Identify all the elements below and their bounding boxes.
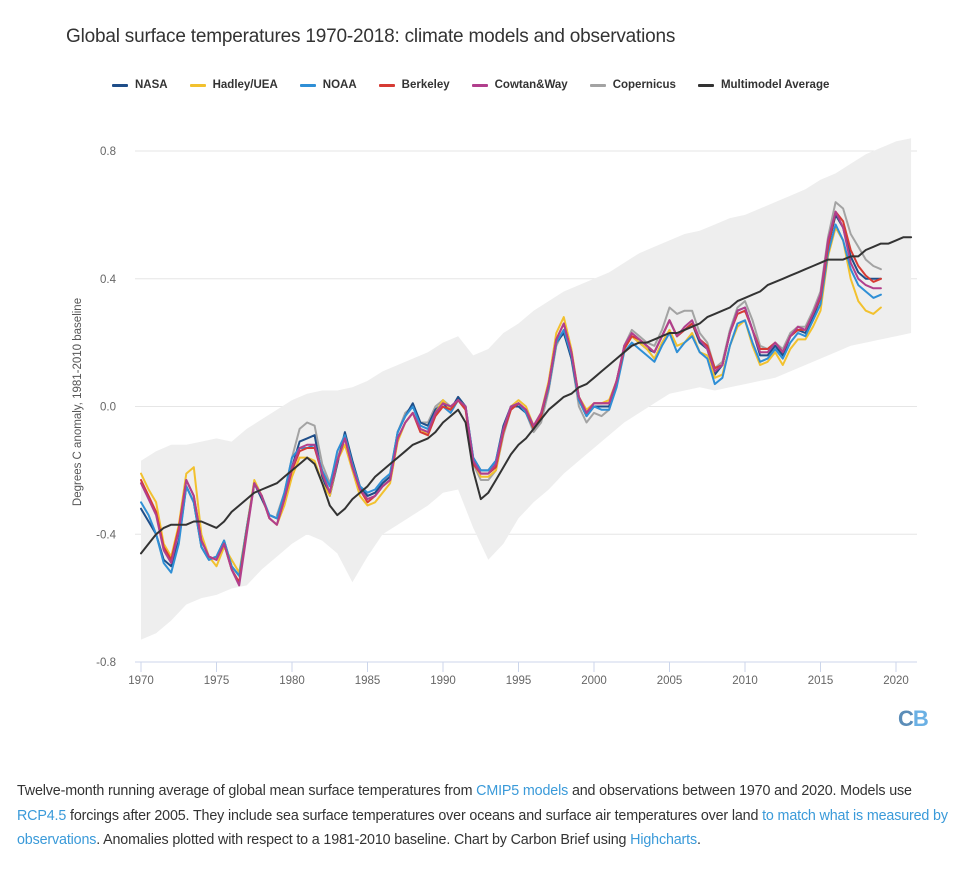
legend-swatch [589,83,606,87]
chart-title: Global surface temperatures 1970-2018: c… [66,26,676,47]
legend-label: Copernicus [612,79,676,91]
legend-label: Berkeley [401,79,450,91]
logo-c: C [898,706,914,731]
caption-text: . Anomalies plotted with respect to a 19… [96,832,631,848]
legend-item-multimodel-average[interactable]: Multimodel Average [697,79,830,91]
y-tick-label: 0.0 [100,402,116,414]
x-tick-label: 2010 [732,675,758,687]
model-range-band-layer [141,138,912,640]
x-tick-label: 2015 [808,675,834,687]
y-tick-label: 0.4 [100,274,117,286]
series-layer [140,201,913,587]
legend-swatch [471,83,488,87]
y-tick-label: -0.4 [96,529,116,541]
y-tick-label: -0.8 [96,657,116,669]
x-tick-label: 1995 [506,675,532,687]
series-line-cowtan-way [140,210,882,587]
highcharts-link[interactable]: Highcharts [630,832,697,848]
legend-item-noaa[interactable]: NOAA [299,79,357,91]
observations-link[interactable]: to match what is measured by observation… [17,807,948,849]
legend-label: NASA [135,79,168,91]
legend-item-copernicus[interactable]: Copernicus [589,79,676,91]
legend-label: Cowtan&Way [494,79,568,91]
x-tick-label: 1990 [430,675,456,687]
legend: NASA Hadley/UEA NOAA Berkeley Cowtan&Way… [112,79,851,91]
caption-text: Twelve-month running average of global m… [17,783,477,799]
legend-item-cowtan-way[interactable]: Cowtan&Way [471,79,568,91]
x-tick-label: 1985 [355,675,381,687]
series-line-multimodel-average [140,236,913,555]
axes: 0.8 0.4 0.0 -0.4 -0.8 1970 1975 1980 1985 1990 199… [96,146,917,687]
legend-label: Multimodel Average [720,79,830,91]
cmip5-models-link[interactable]: CMIP5 models [476,783,569,799]
legend-swatch [697,83,714,87]
legend-swatch [378,83,395,87]
legend-label: Hadley/UEA [212,79,278,91]
x-tick-label: 1970 [128,675,154,687]
x-tick-label: 1980 [279,675,305,687]
caption-text: and observations between 1970 and 2020. … [568,783,912,799]
legend-item-hadley[interactable]: Hadley/UEA [189,79,278,91]
chart-plot: 0.8 0.4 0.0 -0.4 -0.8 1970 1975 1980 1985 1990 199… [96,138,917,687]
legend-swatch [189,83,206,87]
legend-label: NOAA [322,79,357,91]
y-tick-label: 0.8 [100,146,116,158]
legend-swatch [112,83,128,87]
legend-swatch [299,83,316,87]
y-axis-label: Degrees C anomaly, 1981-2010 baseline [72,297,84,507]
model-range-band [141,138,912,640]
x-tick-label: 2020 [883,675,909,687]
x-tick-label: 2000 [581,675,607,687]
x-tick-label: 1975 [204,675,230,687]
legend-item-nasa[interactable]: NASA [112,79,168,91]
carbon-brief-logo[interactable]: CB [898,706,929,732]
rcp45-link[interactable]: RCP4.5 [17,807,67,824]
logo-b: B [912,706,929,731]
chart-caption: Twelve-month running average of global m… [17,779,957,853]
caption-text: forcings after 2005. They include sea su… [66,807,763,824]
caption-text: . [697,832,701,848]
legend-item-berkeley[interactable]: Berkeley [378,79,450,91]
x-tick-label: 2005 [657,675,683,687]
